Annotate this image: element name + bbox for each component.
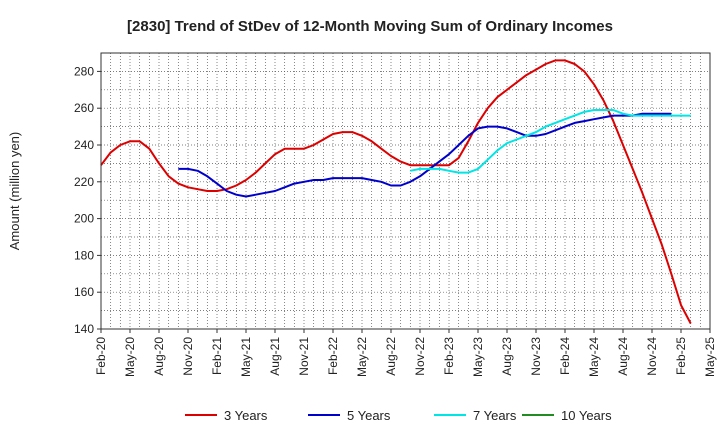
x-tick-label: Aug-20 — [152, 337, 166, 376]
legend: 3 Years 5 Years 7 Years 10 Years — [185, 408, 612, 423]
y-tick-label: 140 — [74, 322, 94, 336]
x-tick-label: Feb-22 — [326, 337, 340, 375]
y-tick-label: 220 — [74, 175, 94, 189]
x-tick-label: Nov-23 — [529, 337, 543, 376]
series-line-5-years — [178, 112, 672, 198]
series-line-3-years — [100, 59, 692, 324]
y-tick-label: 260 — [74, 101, 94, 115]
x-tick-label: Feb-23 — [442, 337, 456, 375]
y-tick-label: 200 — [74, 212, 94, 226]
chart-title: [2830] Trend of StDev of 12-Month Moving… — [127, 18, 613, 35]
legend-label: 3 Years — [224, 408, 268, 423]
x-tick-label: Nov-24 — [645, 337, 659, 376]
y-axis-ticks: 140 160 180 200 220 240 260 280 — [74, 64, 101, 336]
legend-label: 10 Years — [561, 408, 612, 423]
x-tick-label: Aug-21 — [268, 337, 282, 376]
x-tick-label: May-20 — [123, 337, 137, 377]
series-lines — [100, 59, 692, 324]
y-axis-label: Amount (million yen) — [7, 132, 22, 251]
legend-label: 5 Years — [347, 408, 391, 423]
x-tick-label: Feb-25 — [674, 337, 688, 375]
x-tick-label: Nov-22 — [413, 337, 427, 376]
x-tick-label: Feb-24 — [558, 337, 572, 375]
x-tick-label: Aug-24 — [616, 337, 630, 376]
x-tick-label: May-22 — [355, 337, 369, 377]
plot-frame — [100, 52, 711, 330]
x-tick-label: May-21 — [239, 337, 253, 377]
x-axis-ticks: Feb-20 May-20 Aug-20 Nov-20 Feb-21 May-21 Aug-… — [94, 329, 717, 377]
y-tick-label: 240 — [74, 138, 94, 152]
x-tick-label: Feb-21 — [210, 337, 224, 375]
grid — [101, 53, 710, 329]
series-line-7-years — [410, 109, 691, 174]
x-tick-label: May-25 — [703, 337, 717, 377]
x-tick-label: Feb-20 — [94, 337, 108, 375]
x-tick-label: Aug-23 — [500, 337, 514, 376]
x-tick-label: Aug-22 — [384, 337, 398, 376]
y-tick-label: 280 — [74, 64, 94, 78]
x-tick-label: Nov-20 — [181, 337, 195, 376]
y-tick-label: 180 — [74, 248, 94, 262]
y-tick-label: 160 — [74, 285, 94, 299]
legend-label: 7 Years — [473, 408, 517, 423]
x-tick-label: Nov-21 — [297, 337, 311, 376]
x-tick-label: May-23 — [471, 337, 485, 377]
x-tick-label: May-24 — [587, 337, 601, 377]
